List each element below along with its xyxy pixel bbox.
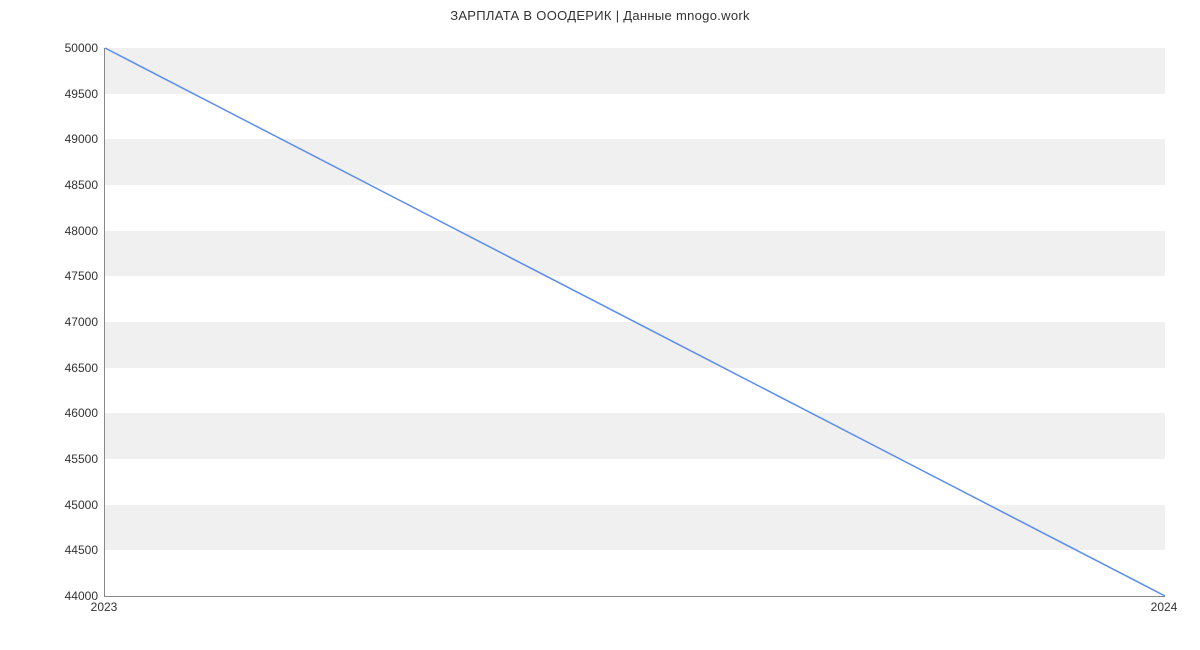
chart-title: ЗАРПЛАТА В ОООДЕРИК | Данные mnogo.work bbox=[0, 8, 1200, 23]
x-tick-label: 2024 bbox=[1151, 600, 1178, 614]
chart-container: ЗАРПЛАТА В ОООДЕРИК | Данные mnogo.work … bbox=[0, 0, 1200, 650]
y-tick-label: 48500 bbox=[38, 178, 98, 192]
chart-svg bbox=[105, 48, 1165, 596]
y-tick-label: 44500 bbox=[38, 543, 98, 557]
y-tick-label: 45000 bbox=[38, 498, 98, 512]
y-tick-label: 45500 bbox=[38, 452, 98, 466]
series-line bbox=[105, 48, 1165, 596]
y-tick-label: 44000 bbox=[38, 589, 98, 603]
plot-area bbox=[104, 48, 1165, 597]
y-tick-label: 48000 bbox=[38, 224, 98, 238]
y-tick-label: 50000 bbox=[38, 41, 98, 55]
y-tick-label: 49000 bbox=[38, 132, 98, 146]
y-tick-label: 46000 bbox=[38, 406, 98, 420]
y-tick-label: 46500 bbox=[38, 361, 98, 375]
y-tick-label: 47000 bbox=[38, 315, 98, 329]
y-tick-label: 47500 bbox=[38, 269, 98, 283]
y-tick-label: 49500 bbox=[38, 87, 98, 101]
x-tick-label: 2023 bbox=[91, 600, 118, 614]
